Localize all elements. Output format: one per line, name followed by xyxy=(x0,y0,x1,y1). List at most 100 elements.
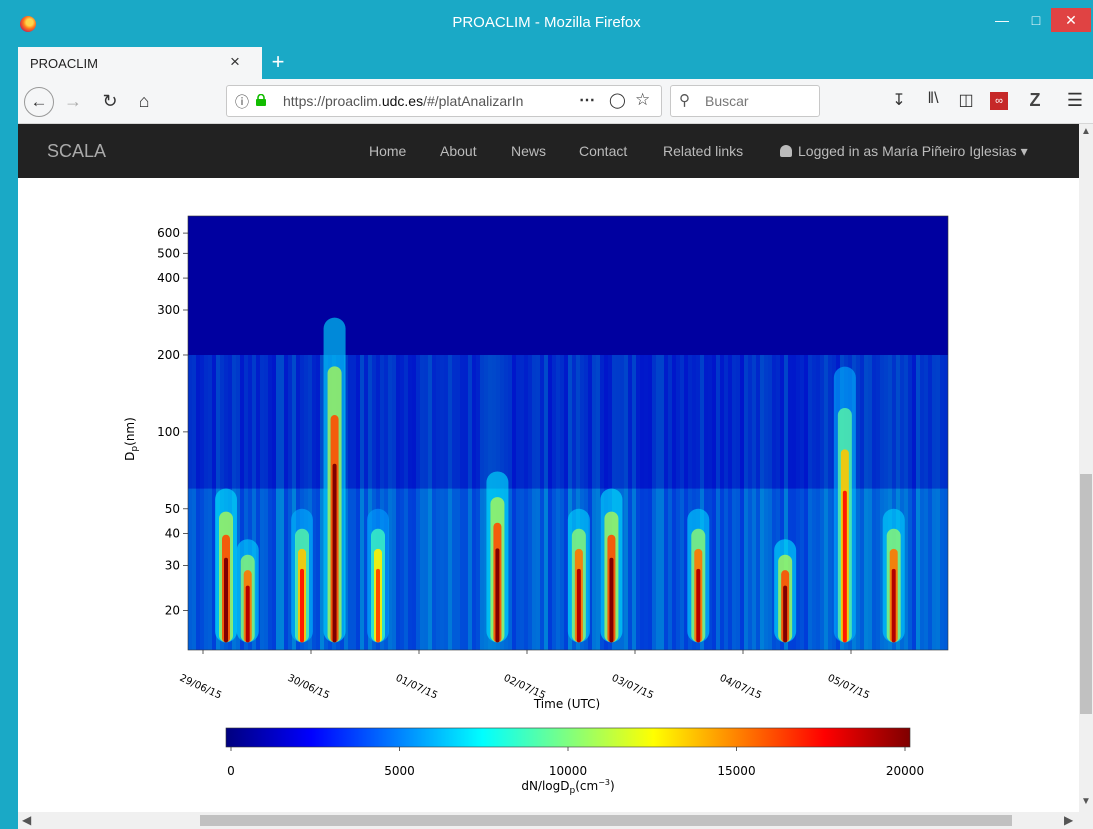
heatmap-bg-cell xyxy=(536,488,540,650)
heatmap-bg-cell xyxy=(420,354,424,489)
url-bar[interactable]: ⓘ https://proaclim.udc.es/#/platAnalizar… xyxy=(226,85,662,117)
star-icon[interactable]: ☆ xyxy=(635,90,651,109)
heatmap-bg-cell xyxy=(756,354,760,489)
heatmap-bg-cell xyxy=(348,488,352,650)
heatmap-bg-cell xyxy=(544,354,548,489)
heatmap-bg-cell xyxy=(384,354,388,489)
download-icon[interactable]: ↧ xyxy=(892,92,906,109)
heatmap-bg-cell xyxy=(296,354,300,489)
x-axis: 29/06/15 30/06/15 01/07/15 02/07/15 03/07/15… xyxy=(178,650,871,702)
x-tick-label: 01/07/15 xyxy=(394,673,439,702)
heatmap-bg-cell xyxy=(772,354,776,489)
heatmap-bg-cell xyxy=(208,354,212,489)
heatmap-bg-cell xyxy=(344,354,348,489)
heatmap-bg-cell xyxy=(264,354,268,489)
heatmap-bg-cell xyxy=(260,354,264,489)
horizontal-scrollbar[interactable]: ◀ ▶ xyxy=(18,812,1079,829)
horizontal-scroll-thumb[interactable] xyxy=(200,815,1012,826)
colorbar-tick-label: 15000 xyxy=(717,764,755,778)
page-actions-icon[interactable]: ⋯ xyxy=(579,92,595,109)
menu-icon[interactable]: ☰ xyxy=(1066,90,1084,110)
heatmap-bg-cell xyxy=(944,488,948,650)
heatmap-bg-cell xyxy=(240,354,244,489)
heatmap-bg-cell xyxy=(932,488,936,650)
heatmap-bg-cell xyxy=(768,354,772,489)
close-window-button[interactable]: ✕ xyxy=(1051,8,1091,32)
heatmap-bg-cell xyxy=(508,354,512,489)
heatmap-bg-cell xyxy=(908,488,912,650)
colorbar-label: dN/logDp(cm−3) xyxy=(521,778,614,796)
forward-arrow-icon[interactable]: → xyxy=(64,91,82,111)
tab-close-icon[interactable]: × xyxy=(230,52,240,71)
heatmap-bg-cell xyxy=(288,488,292,650)
heatmap-bg-cell xyxy=(488,354,492,489)
info-icon[interactable]: ⓘ xyxy=(235,94,249,110)
home-icon[interactable]: ⌂ xyxy=(138,91,150,111)
new-tab-button[interactable]: + xyxy=(271,49,285,74)
zotero-icon[interactable]: Z xyxy=(1029,90,1041,110)
url-text[interactable]: https://proaclim.udc.es/#/platAnalizarIn xyxy=(283,93,524,109)
heatmap-bg-cell xyxy=(752,354,756,489)
heatmap-bg-cell xyxy=(712,488,716,650)
heatmap-bg-cell xyxy=(680,354,684,489)
library-icon[interactable]: ‖\ xyxy=(927,90,939,107)
heatmap-bg-cell xyxy=(196,354,200,489)
heatmap-bg-cell xyxy=(732,488,736,650)
scroll-right-icon[interactable]: ▶ xyxy=(1064,813,1074,827)
extension-icon[interactable]: ∞ xyxy=(990,92,1008,110)
heatmap-bg-cell xyxy=(284,488,288,650)
scroll-left-icon[interactable]: ◀ xyxy=(22,813,32,827)
heatmap-bg-cell xyxy=(500,354,504,489)
nav-contact[interactable]: Contact xyxy=(579,143,628,159)
heatmap-bg-cell xyxy=(612,354,616,489)
heatmap-bg-cell xyxy=(564,488,568,650)
user-menu[interactable]: Logged in as María Piñeiro Iglesias ▾ xyxy=(780,143,1028,160)
heatmap-bg-cell xyxy=(792,354,796,489)
heatmap-bg-cell xyxy=(816,354,820,489)
nav-about[interactable]: About xyxy=(440,143,477,159)
reload-icon[interactable]: ↻ xyxy=(102,91,118,111)
heatmap-bg-cell xyxy=(524,354,528,489)
heatmap-bg-cell xyxy=(280,488,284,650)
heatmap-bg-cell xyxy=(644,488,648,650)
sidebar-icon[interactable]: ◫ xyxy=(958,92,974,109)
heatmap-bg-cell xyxy=(396,354,400,489)
heatmap-bg-cell xyxy=(552,354,556,489)
vertical-scroll-thumb[interactable] xyxy=(1080,474,1092,714)
heatmap-bg-cell xyxy=(212,488,216,650)
heatmap-bg-cell xyxy=(280,354,284,489)
heatmap-bg-cell xyxy=(764,488,768,650)
nav-home[interactable]: Home xyxy=(369,143,407,159)
heatmap-bg-cell xyxy=(556,354,560,489)
search-input[interactable]: ⚲ Buscar xyxy=(670,85,820,117)
heatmap-bg-cell xyxy=(912,488,916,650)
scroll-down-icon[interactable]: ▼ xyxy=(1081,796,1091,807)
heatmap-bg-cell xyxy=(820,488,824,650)
heatmap-bg-cell xyxy=(480,354,484,489)
back-arrow-icon[interactable]: ← xyxy=(24,87,54,117)
site-brand[interactable]: SCALA xyxy=(47,141,107,161)
maximize-button[interactable]: □ xyxy=(1031,12,1041,28)
tab-proaclim[interactable]: PROACLIM × xyxy=(18,47,262,79)
event-mark-10 xyxy=(842,490,847,643)
heatmap-bg-cell xyxy=(608,354,612,489)
minimize-button[interactable]: — xyxy=(995,12,1009,28)
heatmap-bg-cell xyxy=(228,354,232,489)
heatmap-bg-cell xyxy=(664,488,668,650)
heatmap-bg-cell xyxy=(788,354,792,489)
vertical-scrollbar[interactable]: ▲ ▼ xyxy=(1079,124,1093,812)
heatmap-bg-cell xyxy=(660,354,664,489)
y-tick-label: 40 xyxy=(165,527,180,541)
heatmap-bg-cell xyxy=(392,488,396,650)
heatmap-bg-cell xyxy=(208,488,212,650)
heatmap-bg-cell xyxy=(900,354,904,489)
heatmap-bg-cell xyxy=(616,354,620,489)
heatmap-bg-cell xyxy=(936,354,940,489)
heatmap-bg-cell xyxy=(812,488,816,650)
nav-news[interactable]: News xyxy=(511,143,547,159)
scroll-up-icon[interactable]: ▲ xyxy=(1081,126,1091,137)
pocket-icon[interactable]: ◯ xyxy=(609,92,626,109)
nav-related-links[interactable]: Related links xyxy=(663,143,744,159)
heatmap-bg-cell xyxy=(236,354,240,489)
heatmap-bg-cell xyxy=(436,488,440,650)
